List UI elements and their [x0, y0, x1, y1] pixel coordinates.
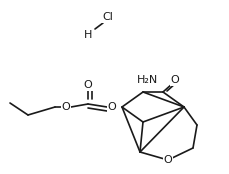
- Text: H₂N: H₂N: [137, 75, 158, 85]
- Text: O: O: [107, 102, 116, 112]
- Text: O: O: [61, 102, 70, 112]
- Text: O: O: [163, 155, 172, 165]
- Text: Cl: Cl: [102, 12, 113, 22]
- Text: O: O: [170, 75, 179, 85]
- Text: O: O: [83, 80, 92, 90]
- Text: H: H: [83, 30, 92, 40]
